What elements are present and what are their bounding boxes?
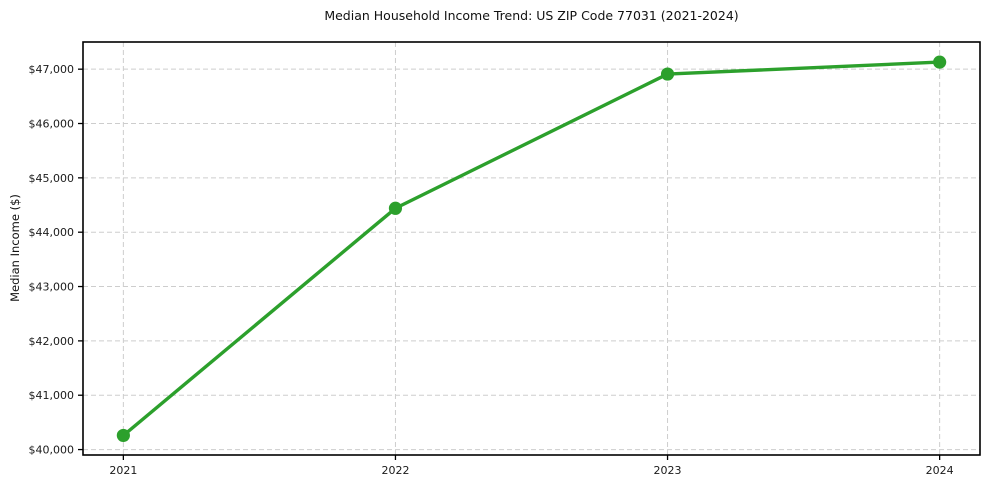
y-tick-label: $44,000 [29,226,75,239]
y-tick-label: $47,000 [29,63,75,76]
y-tick-label: $46,000 [29,118,75,131]
chart-title: Median Household Income Trend: US ZIP Co… [324,8,739,23]
x-tick-label: 2023 [654,464,682,477]
x-tick-label: 2021 [109,464,137,477]
y-tick-label: $43,000 [29,281,75,294]
data-point-2023 [660,67,675,81]
data-point-2024 [933,55,947,69]
data-point-2021 [116,428,130,443]
data-point-2022 [388,201,403,215]
y-tick-label: $41,000 [29,389,75,402]
y-tick-label: $40,000 [29,444,75,457]
y-tick-label: $42,000 [29,335,75,348]
y-tick-label: $45,000 [29,172,75,185]
plot-border [82,41,981,456]
x-tick-label: 2024 [926,464,954,477]
median-income-trend-line [121,60,942,438]
x-tick-label: 2022 [381,464,409,477]
